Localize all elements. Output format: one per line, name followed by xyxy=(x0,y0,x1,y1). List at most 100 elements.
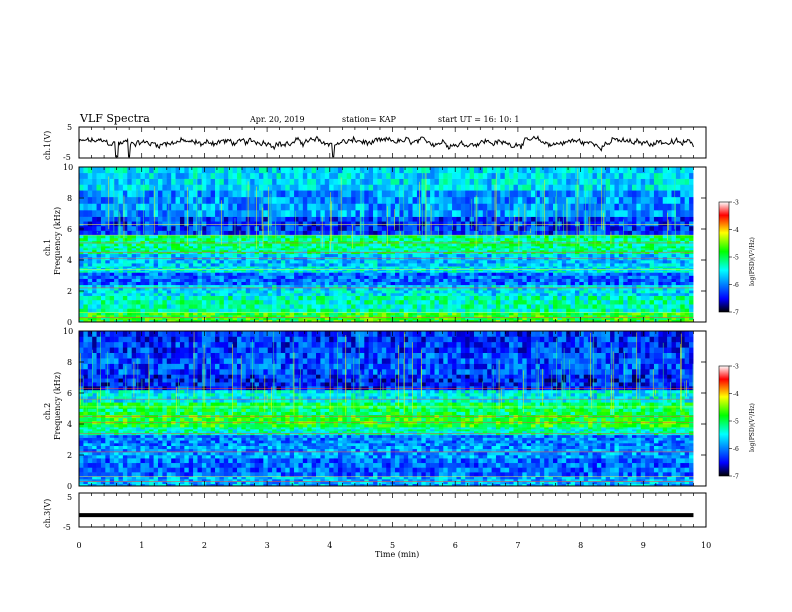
spectrogram-cell xyxy=(359,266,365,269)
spectrogram-cell xyxy=(557,247,563,251)
spectrogram-cell xyxy=(574,240,580,244)
spectrogram-cell xyxy=(517,247,523,251)
spectrogram-cell xyxy=(276,295,282,301)
spectrogram-cell xyxy=(592,287,598,291)
spectrogram-cell xyxy=(610,272,615,276)
spectrogram-cell xyxy=(254,312,260,316)
spectrogram-cell xyxy=(267,281,273,286)
spectrogram-cell xyxy=(276,269,282,272)
spectrogram-cell xyxy=(342,284,348,288)
spectrogram-cell xyxy=(258,260,264,264)
spectrogram-cell xyxy=(381,269,387,272)
spectrogram-cell xyxy=(636,292,642,296)
spectrogram-cell xyxy=(689,272,694,276)
spectrogram-cell xyxy=(482,267,488,270)
spectrogram-cell xyxy=(399,266,405,269)
spectrogram-cell xyxy=(667,246,672,249)
spectrogram-cell xyxy=(215,317,220,320)
spectrogram-cell xyxy=(482,225,488,231)
spectrogram-cell xyxy=(171,266,176,269)
spectrogram-cell xyxy=(416,287,422,291)
spectrogram-cell xyxy=(574,237,580,241)
spectrogram-cell xyxy=(412,263,418,267)
spectrogram-cell xyxy=(588,304,593,309)
spectrogram-cell xyxy=(302,281,308,286)
spectrogram-cell xyxy=(294,284,299,288)
spectrogram-cell xyxy=(535,287,541,291)
spectrogram-cell xyxy=(487,270,492,273)
spectrogram-cell xyxy=(311,230,317,236)
spectrogram-cell xyxy=(355,317,361,320)
spectrogram-cell xyxy=(333,287,339,291)
spectrogram-cell xyxy=(311,304,317,309)
spectrogram-cell xyxy=(359,290,365,294)
spectrogram-cell xyxy=(395,278,400,282)
spectrogram-cell xyxy=(96,299,102,305)
spectrogram-cell xyxy=(359,221,365,227)
spectrogram-cell xyxy=(500,243,506,247)
spectrogram-cell xyxy=(355,275,361,279)
spectrogram-cell xyxy=(351,246,356,249)
spectrogram-cell xyxy=(535,272,541,276)
spectrogram-cell xyxy=(425,225,431,231)
spectrogram-cell xyxy=(671,319,677,323)
spectrogram-cell xyxy=(197,246,203,249)
spectrogram-cell xyxy=(136,237,141,241)
spectrogram-cell xyxy=(557,317,563,320)
spectrogram-cell xyxy=(136,249,141,253)
spectrogram-cell xyxy=(640,269,646,272)
spectrogram-cell xyxy=(500,319,506,323)
spectrogram-cell xyxy=(601,290,606,294)
spectrogram-cell xyxy=(162,243,168,247)
spectrogram-cell xyxy=(153,225,159,231)
spectrogram-cell xyxy=(614,275,620,279)
spectrogram-cell xyxy=(368,308,374,313)
spectrogram-cell xyxy=(412,225,418,231)
spectrogram-cell xyxy=(197,253,203,258)
spectrogram-cell xyxy=(474,319,479,323)
spectrogram-cell xyxy=(289,281,295,286)
spectrogram-cell xyxy=(114,278,119,282)
spectrogram-cell xyxy=(144,221,150,227)
spectrogram-cell xyxy=(579,253,585,258)
spectrogram-cell xyxy=(96,281,102,286)
spectrogram-cell xyxy=(136,281,141,286)
spectrogram-cell xyxy=(355,281,361,286)
spectrogram-cell xyxy=(201,295,207,301)
spectrogram-cell xyxy=(408,251,413,255)
spectrogram-cell xyxy=(276,230,282,236)
spectrogram-cell xyxy=(588,225,593,231)
spectrogram-cell xyxy=(469,235,475,239)
spectrogram-cell xyxy=(386,270,391,273)
spectrogram-cell xyxy=(381,295,387,301)
spectrogram-cell xyxy=(377,308,383,313)
spectrogram-cell xyxy=(478,235,484,239)
spectrogram-cell xyxy=(535,247,541,251)
spectrogram-cell xyxy=(601,221,606,227)
spectrogram-cell xyxy=(403,246,409,249)
spectrogram-cell xyxy=(324,267,330,270)
spectrogram-cell xyxy=(500,317,506,320)
spectrogram-cell xyxy=(79,251,84,255)
spectrogram-cell xyxy=(83,235,89,239)
spectrogram-cell xyxy=(320,308,326,313)
spectrogram-cell xyxy=(267,292,273,296)
spectrogram-cell xyxy=(184,230,190,236)
spectrogram-cell xyxy=(482,240,488,244)
spectrogram-cell xyxy=(632,287,637,291)
spectrogram-cell xyxy=(118,235,124,239)
spectrogram-cell xyxy=(241,281,247,286)
spectrogram-cell xyxy=(390,267,396,270)
spectrogram-cell xyxy=(263,319,269,323)
spectrogram-cell xyxy=(166,304,172,309)
spectrogram-cell xyxy=(618,278,624,282)
spectrogram-cell xyxy=(430,235,435,239)
spectrogram-cell xyxy=(636,312,642,316)
spectrogram-cell xyxy=(245,295,251,301)
spectrogram-cell xyxy=(175,263,181,267)
spectrogram-cell xyxy=(662,235,668,239)
spectrogram-cell xyxy=(662,275,668,279)
spectrogram-cell xyxy=(109,290,115,294)
spectrogram-cell xyxy=(421,292,427,296)
spectrogram-cell xyxy=(588,240,593,244)
